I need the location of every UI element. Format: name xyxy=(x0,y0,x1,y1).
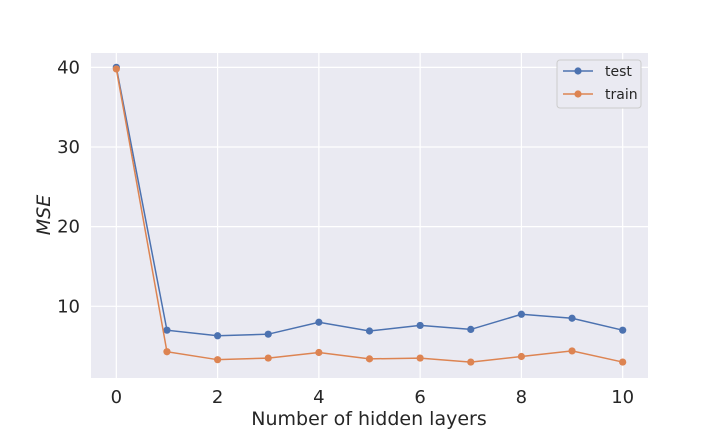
x-axis-label: Number of hidden layers xyxy=(251,408,487,430)
x-tick-label: 0 xyxy=(111,387,122,408)
legend-label-train: train xyxy=(605,87,638,103)
y-tick-label: 30 xyxy=(57,137,80,158)
data-point-test xyxy=(163,326,171,334)
tick-labels: 0 2 4 6 8 10 10 20 30 40 xyxy=(57,57,634,408)
series-group xyxy=(112,63,627,366)
x-tick-label: 8 xyxy=(516,387,527,408)
data-point-train xyxy=(619,358,627,366)
legend-marker-test xyxy=(574,67,582,75)
y-axis-label: MSE xyxy=(33,195,55,235)
data-point-test xyxy=(213,332,222,340)
data-point-test xyxy=(568,314,576,322)
data-point-test xyxy=(416,321,424,330)
data-point-test xyxy=(315,318,323,326)
plot-area xyxy=(91,53,648,378)
data-point-train xyxy=(163,348,171,356)
x-tick-label: 10 xyxy=(611,387,634,408)
y-tick-label: 40 xyxy=(57,57,80,78)
data-point-test xyxy=(467,325,475,334)
data-point-train xyxy=(112,65,120,73)
legend: test train xyxy=(556,59,642,109)
grid xyxy=(91,53,648,378)
data-point-test xyxy=(619,326,627,334)
data-point-train xyxy=(416,354,424,362)
data-point-train xyxy=(467,358,475,366)
legend-label-test: test xyxy=(605,64,632,80)
x-tick-label: 2 xyxy=(212,387,223,408)
data-point-train xyxy=(264,354,272,362)
data-point-train xyxy=(365,355,374,363)
x-tick-label: 6 xyxy=(414,387,425,408)
y-tick-label: 20 xyxy=(57,217,80,238)
y-tick-label: 10 xyxy=(57,296,80,317)
data-point-train xyxy=(517,352,526,361)
data-point-train xyxy=(315,348,323,357)
data-point-test xyxy=(517,310,526,318)
data-point-train xyxy=(568,347,576,355)
x-tick-label: 4 xyxy=(313,387,324,408)
data-point-train xyxy=(213,356,222,364)
data-point-test xyxy=(264,330,272,338)
data-point-test xyxy=(365,327,374,335)
legend-marker-train xyxy=(574,90,582,98)
